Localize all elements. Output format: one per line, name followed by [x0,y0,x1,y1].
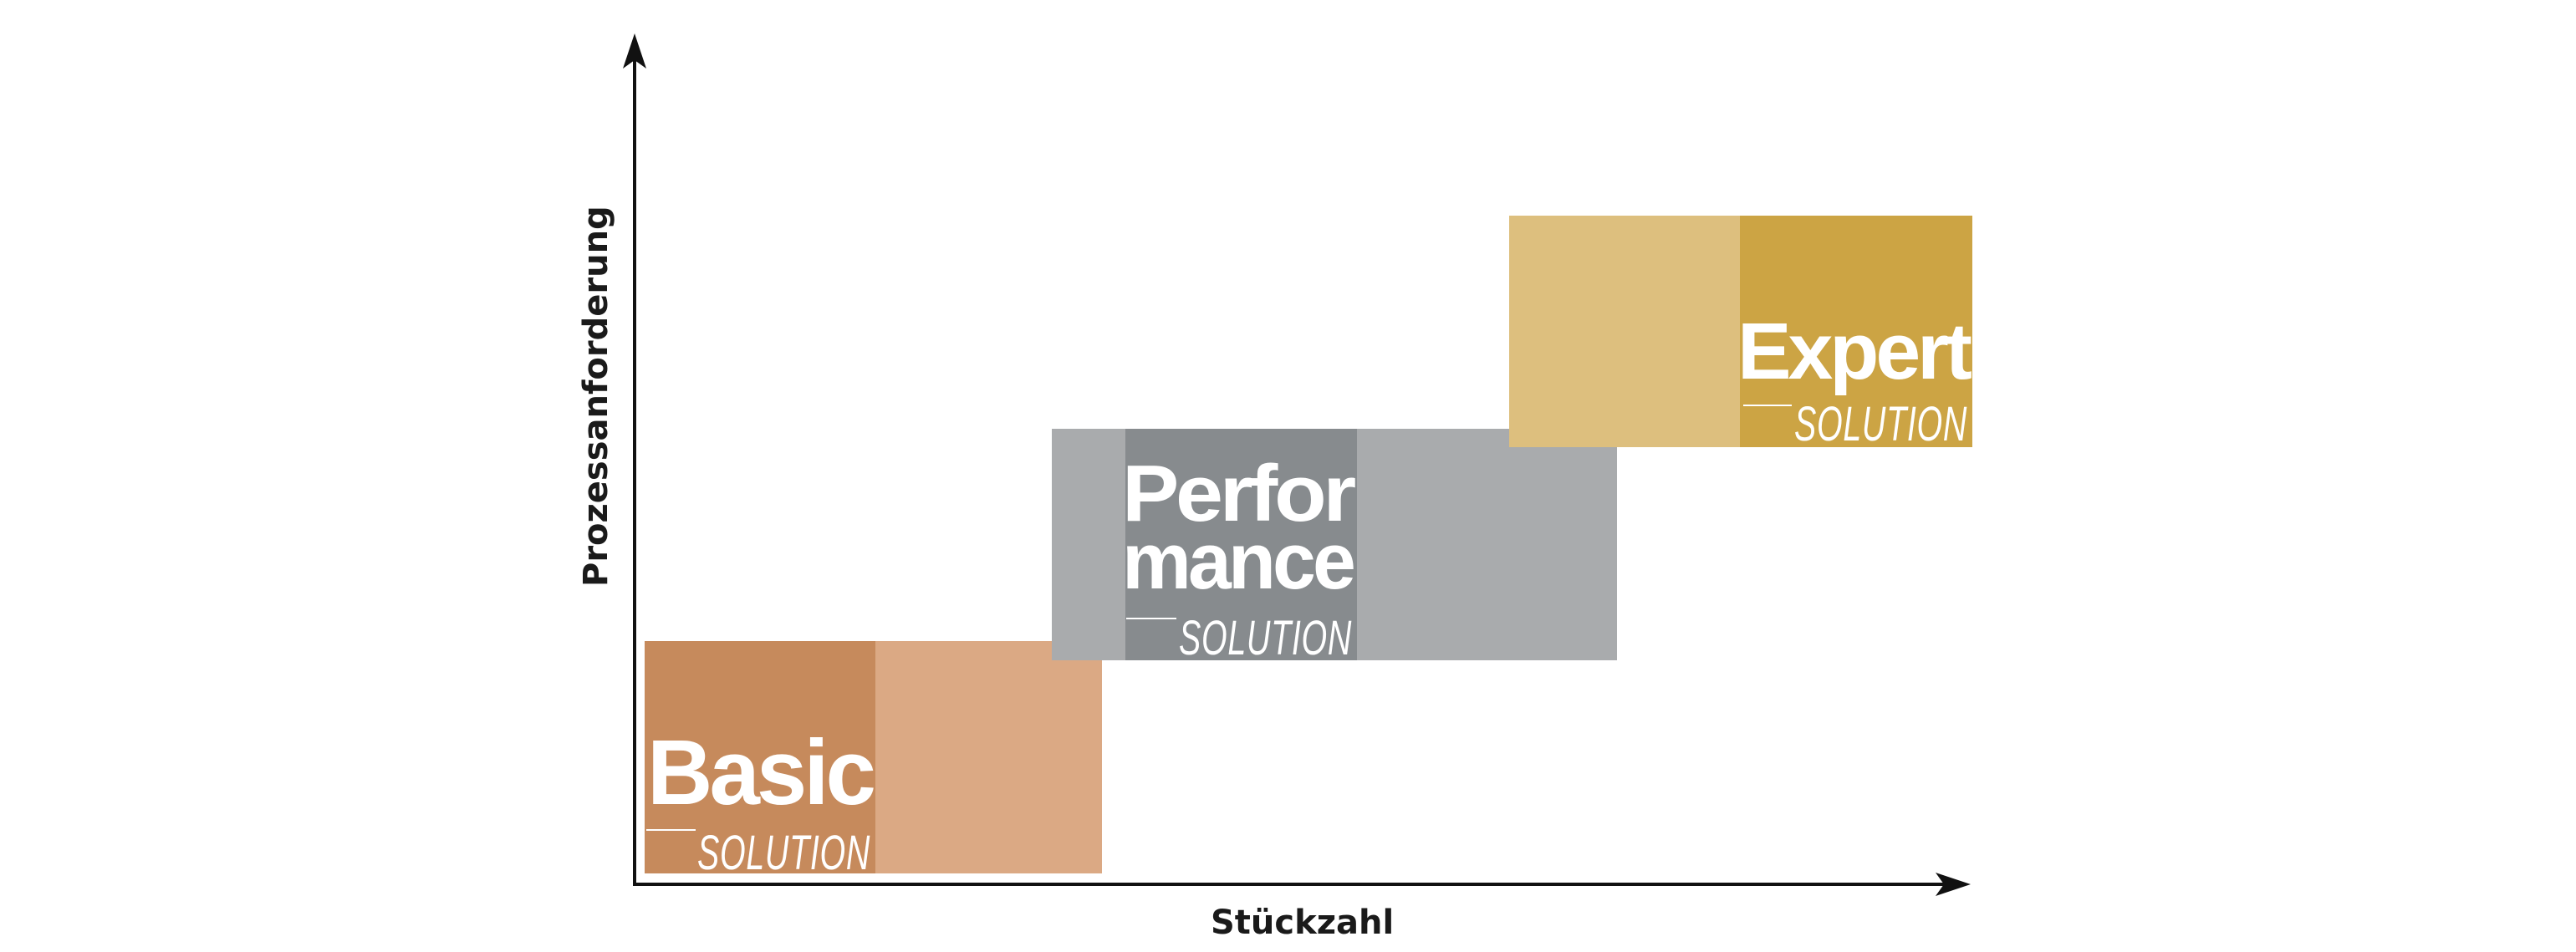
expert-block-light [1509,216,1740,447]
performance-solution-block: Perfor mance SOLUTION [1052,429,1617,665]
performance-title-line-2: mance [1122,517,1354,606]
performance-block-dark [1125,429,1357,660]
basic-title: Basic [647,721,874,824]
basic-subtitle: SOLUTION [697,826,870,880]
x-axis-label: Stückzahl [1211,904,1394,942]
performance-subtitle: SOLUTION [1179,611,1352,665]
axes [623,33,1971,896]
basic-solution-block: Basic SOLUTION [645,641,1102,880]
y-axis-arrow-icon [623,33,646,69]
basic-block-light [871,641,1102,873]
expert-block-dark [1740,216,1972,447]
expert-title: Expert [1737,307,1972,396]
expert-solution-block: Expert SOLUTION [1509,216,1975,451]
expert-subtitle: SOLUTION [1794,397,1967,451]
y-axis-label: Prozessanforderung [577,206,615,587]
basic-block-dark [645,641,875,873]
performance-title-line-1: Perfor [1122,449,1355,538]
x-axis-arrow-icon [1936,873,1971,896]
